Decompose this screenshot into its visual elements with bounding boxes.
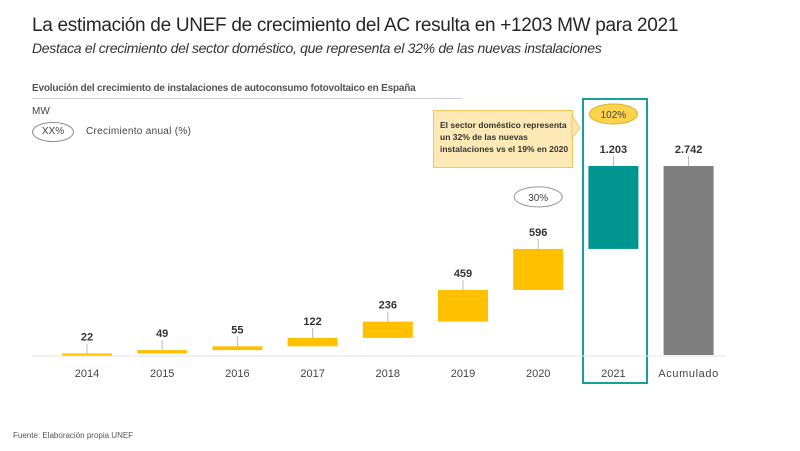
divider [32, 98, 462, 99]
bar-2017 [287, 337, 338, 347]
source-footer: Fuente: Elaboración propia UNEF [13, 431, 134, 440]
x-tick-label: 2016 [225, 368, 249, 380]
x-tick-label: Acumulado [658, 368, 718, 380]
value-label: 1.203 [600, 144, 628, 156]
page-subtitle: Destaca el crecimiento del sector domést… [32, 40, 602, 56]
bar-2016 [212, 346, 263, 351]
bar-2019 [438, 290, 488, 322]
growth-badge [588, 103, 638, 125]
bar-2020 [513, 248, 564, 291]
value-label: 2.742 [675, 144, 703, 156]
value-label: 22 [81, 331, 93, 343]
growth-label: 102% [601, 110, 627, 121]
value-label: 122 [303, 316, 321, 328]
value-label: 49 [156, 328, 168, 340]
value-label: 55 [231, 324, 243, 336]
bar-2018 [362, 321, 413, 338]
legend-label: Crecimiento anual (%) [86, 126, 192, 137]
x-tick-label: 2015 [150, 368, 174, 380]
unit-label: MW [32, 106, 50, 117]
x-tick-label: 2018 [376, 368, 400, 380]
x-tick-label: 2019 [451, 368, 475, 380]
legend-symbol: XX% [32, 122, 74, 142]
page-title: La estimación de UNEF de crecimiento del… [32, 15, 679, 36]
bar-2021 [588, 166, 639, 249]
callout-box: El sector doméstico representa un 32% de… [433, 110, 573, 168]
bar-2014 [62, 353, 112, 356]
x-tick-label: 2021 [601, 368, 625, 380]
chart-title: Evolución del crecimiento de instalacion… [32, 83, 416, 94]
bar-2015 [137, 350, 188, 354]
value-label: 596 [529, 227, 547, 239]
bar-acumulado [663, 166, 714, 355]
x-tick-label: 2014 [75, 368, 99, 380]
value-label: 236 [379, 300, 397, 312]
value-label: 459 [454, 268, 472, 280]
highlight-frame-2021 [582, 98, 648, 384]
callout-pointer [571, 113, 581, 140]
growth-badge [513, 186, 563, 208]
x-tick-label: 2017 [300, 368, 324, 380]
x-tick-label: 2020 [526, 368, 550, 380]
growth-label: 30% [528, 193, 548, 204]
